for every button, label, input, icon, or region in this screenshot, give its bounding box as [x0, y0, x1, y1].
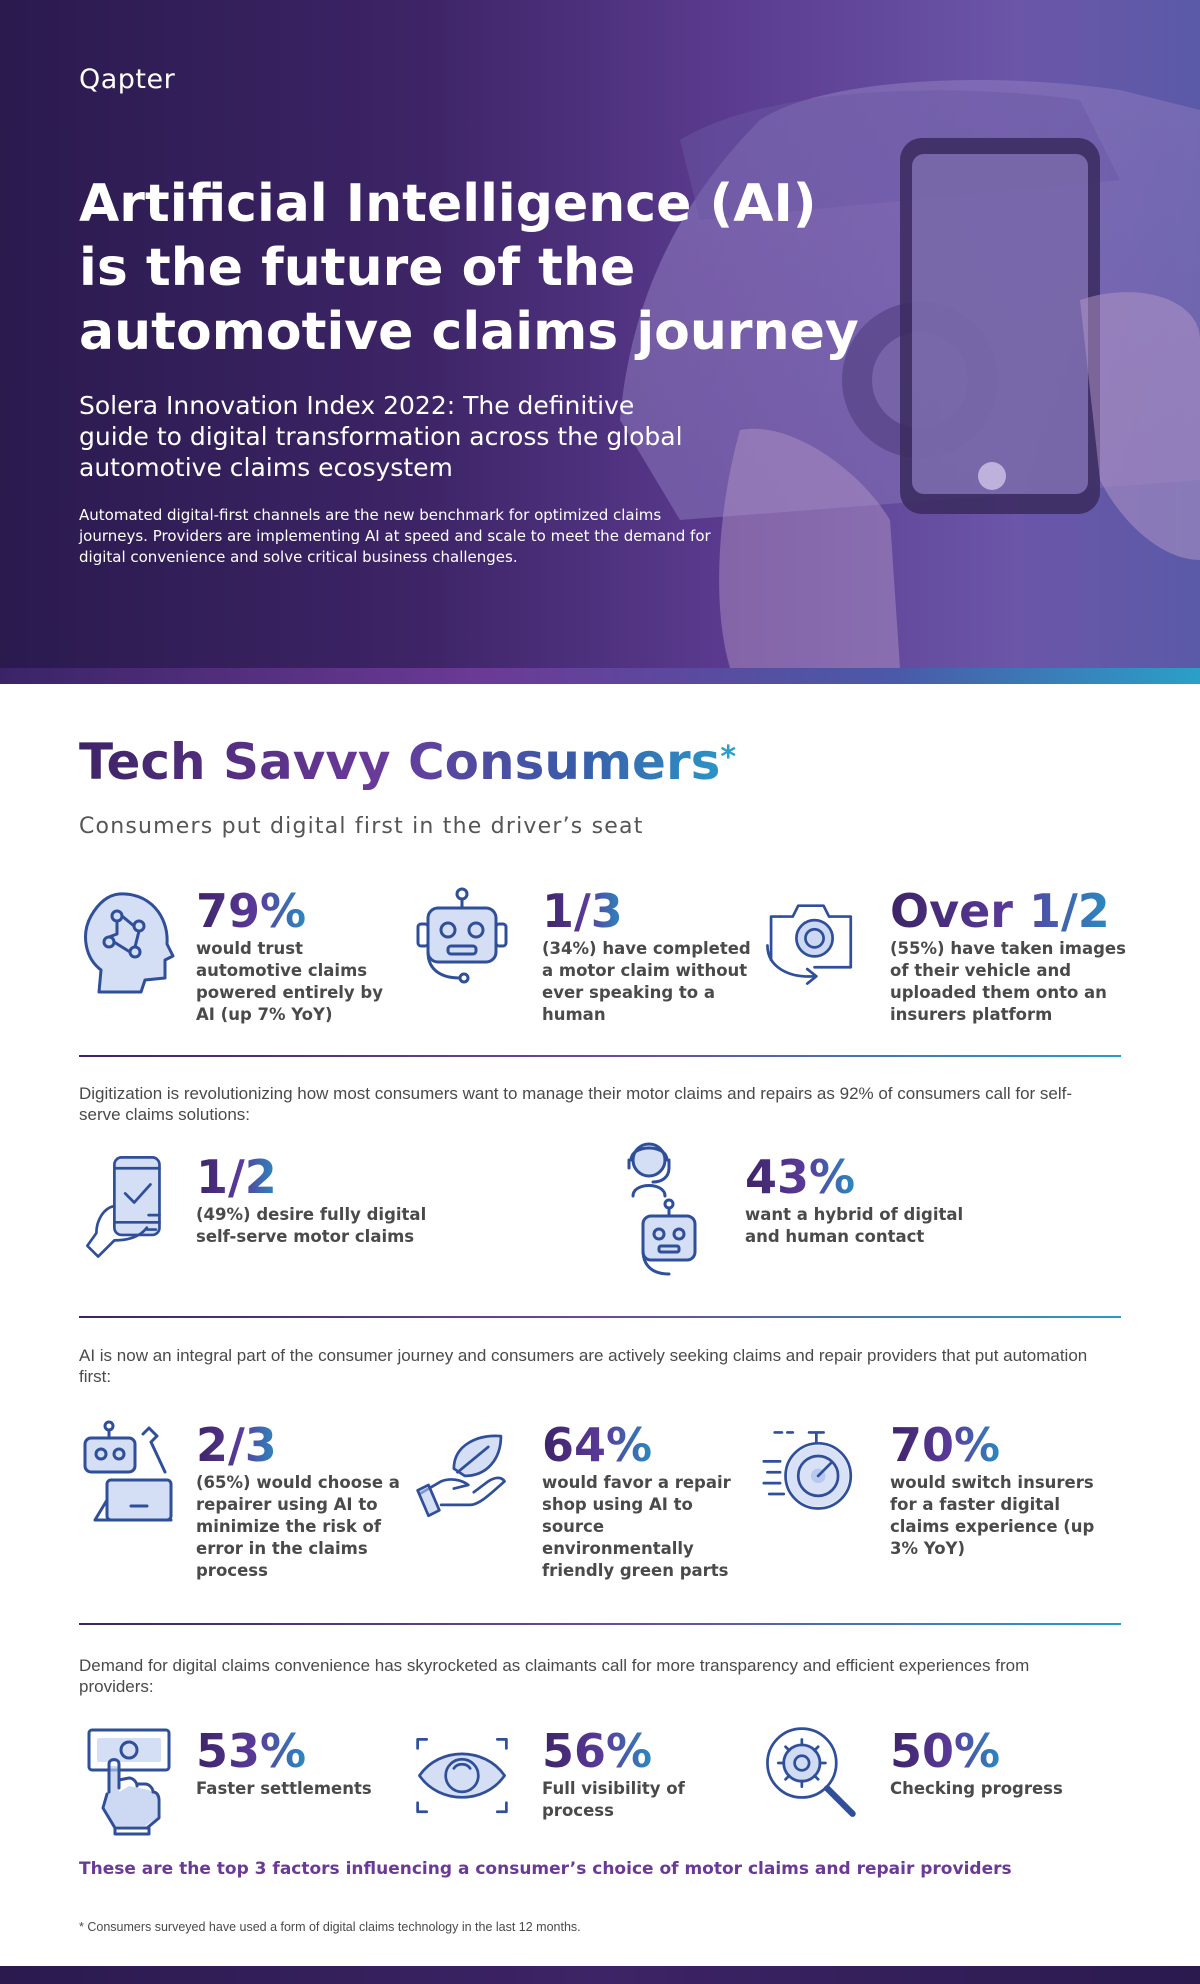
section-title-text: Tech Savvy Consumers: [79, 733, 721, 791]
stat-card: 70% would switch insurers for a faster d…: [762, 1420, 1142, 1580]
stat-value: 1/2: [196, 1150, 277, 1204]
phone-check-icon: [85, 1156, 161, 1258]
stat-card: 56% Full visibility of process: [414, 1726, 754, 1836]
stat-description: (65%) would choose a repairer using AI t…: [196, 1473, 400, 1580]
stat-card: 53% Faster settlements: [79, 1726, 409, 1836]
section-subtitle: Consumers put digital first in the drive…: [79, 814, 644, 839]
stat-description: Checking progress: [890, 1779, 1063, 1798]
stat-card: 1/2 (49%) desire fully digital self-serv…: [79, 1152, 479, 1282]
stat-description: would favor a repair shop using AI to so…: [542, 1473, 731, 1580]
stat-value: 79%: [196, 884, 307, 938]
ai-head-icon: [84, 892, 175, 994]
stat-value: 56%: [542, 1724, 653, 1778]
section-title: Tech Savvy Consumers*: [79, 732, 736, 792]
section-title-footnote-mark: *: [720, 740, 737, 775]
stat-value: Over 1/2: [890, 884, 1110, 938]
stat-card: 2/3 (65%) would choose a repairer using …: [79, 1420, 419, 1600]
stat-value: 43%: [745, 1150, 856, 1204]
stat-card: 79% would trust automotive claims powere…: [79, 886, 409, 1026]
agent-robot-icon: [627, 1142, 697, 1276]
stat-description: would switch insurers for a faster digit…: [890, 1473, 1095, 1558]
stat-value: 2/3: [196, 1418, 277, 1472]
car-phone-photo: [620, 80, 1200, 668]
section-divider: [79, 1055, 1121, 1057]
hero-banner: Qapter Artificial Intelligence (AI) is t…: [0, 0, 1200, 668]
stat-value: 1/3: [542, 884, 623, 938]
robot-icon: [416, 887, 508, 984]
group-intro-text: AI is now an integral part of the consum…: [79, 1346, 1088, 1386]
stat-value: 64%: [542, 1418, 653, 1472]
hero-gradient-bar: [0, 668, 1200, 684]
stat-description: Faster settlements: [196, 1779, 372, 1798]
stat-card: 64% would favor a repair shop using AI t…: [414, 1420, 754, 1580]
stat-description: (49%) desire fully digital self-serve mo…: [196, 1205, 427, 1246]
stat-description: (34%) have completed a motor claim witho…: [542, 939, 751, 1024]
stat-description: (55%) have taken images of their vehicle…: [890, 939, 1126, 1024]
hand-cash-icon: [87, 1728, 171, 1836]
eye-icon: [416, 1737, 508, 1814]
stat-card: 50% Checking progress: [762, 1718, 1142, 1828]
stat-value: 70%: [890, 1418, 1001, 1472]
footnote: * Consumers surveyed have used a form of…: [79, 1920, 581, 1934]
page-title: Artificial Intelligence (AI) is the futu…: [79, 174, 859, 362]
stat-description: Full visibility of process: [542, 1779, 685, 1820]
group-intro-text: Digitization is revolutionizing how most…: [79, 1084, 1073, 1124]
closing-statement: These are the top 3 factors influencing …: [79, 1859, 1012, 1879]
stat-card: 43% want a hybrid of digital and human c…: [625, 1138, 1025, 1288]
hero-subtitle: Solera Innovation Index 2022: The defini…: [79, 391, 683, 482]
hand-leaf-icon: [416, 1434, 506, 1518]
hero-body-text: Automated digital-first channels are the…: [79, 506, 711, 566]
camera-rotate-icon: [766, 904, 853, 985]
group-intro-text: Demand for digital claims convenience ha…: [79, 1656, 1030, 1696]
section-divider: [79, 1623, 1121, 1625]
stat-value: 53%: [196, 1724, 307, 1778]
section-divider: [79, 1316, 1121, 1318]
stat-value: 50%: [890, 1724, 1001, 1778]
footer-bar: [0, 1966, 1200, 1984]
brand-logo-text: Qapter: [79, 64, 176, 95]
stat-description: would trust automotive claims powered en…: [196, 939, 383, 1024]
stopwatch-icon: [762, 1431, 853, 1510]
stat-description: want a hybrid of digital and human conta…: [745, 1205, 964, 1246]
robot-wrench-laptop-icon: [83, 1420, 173, 1522]
stat-card: Over 1/2 (55%) have taken images of thei…: [762, 886, 1142, 1026]
stat-card: 1/3 (34%) have completed a motor claim w…: [414, 886, 754, 1026]
gear-magnifier-icon: [766, 1727, 856, 1817]
